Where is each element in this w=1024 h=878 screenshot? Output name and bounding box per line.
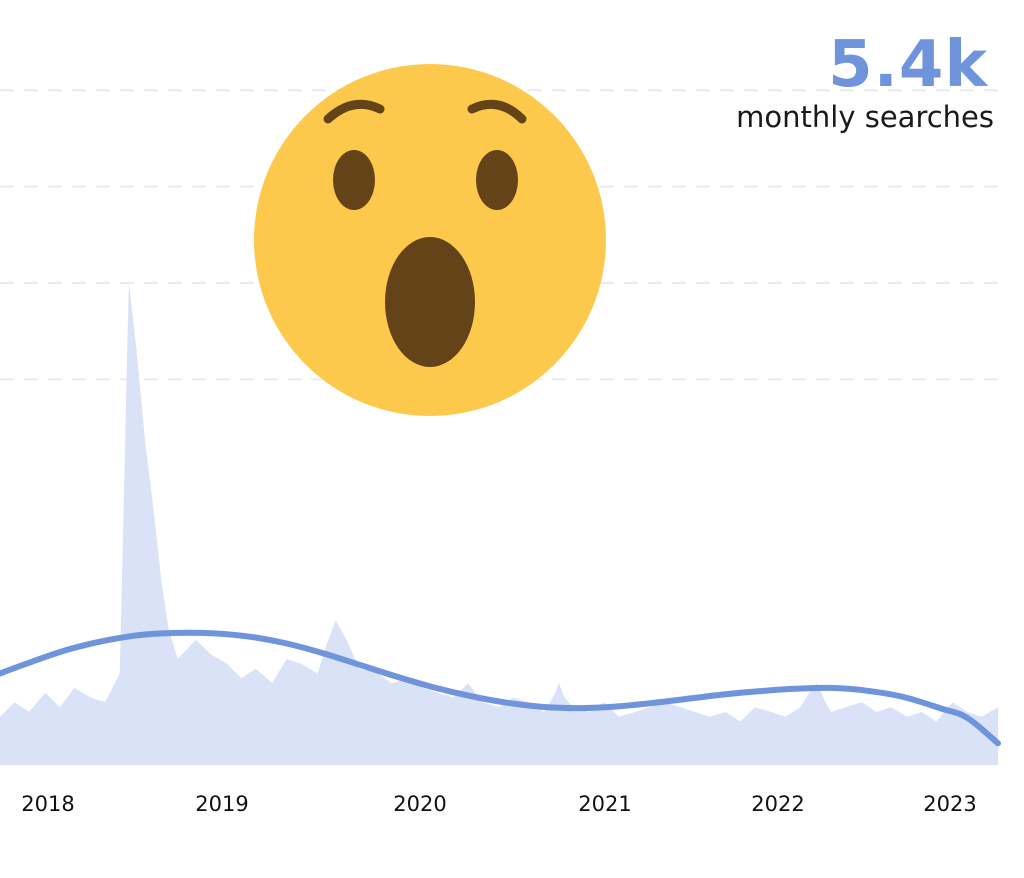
emoji-right-eyebrow [467,99,527,124]
emoji-right-eye [476,150,518,210]
emoji-left-eye [333,150,375,210]
headline-value: 5.4k [828,28,988,102]
x-axis-ticks: 2018 2019 2020 2021 2022 2023 [21,792,976,816]
emoji-mouth [385,237,475,367]
surprised-face-icon [254,64,606,416]
trend-line [0,629,1001,747]
headline-label: monthly searches [736,100,994,134]
x-tick-label: 2022 [751,792,804,816]
x-tick-label: 2019 [195,792,248,816]
x-tick-label: 2023 [923,792,976,816]
emoji-left-eyebrow [323,99,385,124]
x-tick-label: 2020 [393,792,446,816]
x-tick-label: 2018 [21,792,74,816]
x-tick-label: 2021 [578,792,631,816]
monthly-volume-area [0,283,998,765]
